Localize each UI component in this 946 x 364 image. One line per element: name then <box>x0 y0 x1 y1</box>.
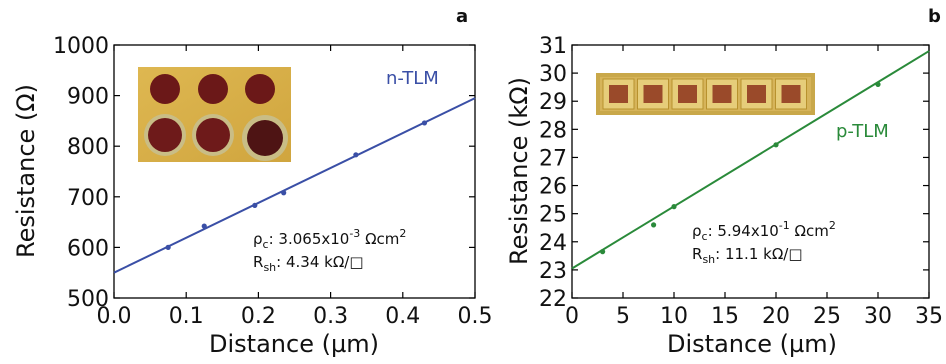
data-point-b <box>671 204 677 210</box>
x-tick-label-b: 10 <box>660 304 688 329</box>
panel-letter-a: a <box>456 6 468 27</box>
data-point-a <box>201 223 207 229</box>
y-tick-label-a: 700 <box>67 186 109 211</box>
data-point-a <box>165 244 171 250</box>
x-tick-label-a: 0.3 <box>313 304 348 329</box>
y-tick-label-b: 23 <box>539 259 567 284</box>
fit-line-a <box>113 97 476 274</box>
y-tick-label-a: 500 <box>67 287 109 312</box>
x-tick-label-a: 0.0 <box>97 304 132 329</box>
y-tick-label-b: 25 <box>539 203 567 228</box>
inset-photo-b <box>596 73 815 115</box>
y-axis-label-a: Resistance (Ω) <box>12 84 40 258</box>
y-tick-label-b: 31 <box>539 34 567 59</box>
x-tick-label-b: 25 <box>813 304 841 329</box>
fit-line-b <box>571 50 930 270</box>
y-tick-label-a: 1000 <box>53 34 109 59</box>
rsh-annotation-b: Rsh: 11.1 kΩ/□ <box>692 245 803 266</box>
inset-photo-a <box>138 67 291 162</box>
y-tick-label-b: 22 <box>539 287 567 312</box>
series-label-a: n-TLM <box>386 68 439 89</box>
panel-a: a 0.0 0.1 0.2 0.3 0.4 0.55006007008009001000 … <box>12 6 493 358</box>
y-axis-label-b: Resistance (kΩ) <box>505 77 533 265</box>
x-tick-label-a: 0.5 <box>458 304 493 329</box>
x-tick-label-b: 35 <box>915 304 943 329</box>
plot-frame-b <box>571 44 930 299</box>
y-tick-label-a: 800 <box>67 135 109 160</box>
rho-annotation-a: ρc: 3.065x10-3 Ωcm2 <box>253 227 406 251</box>
y-tick-label-b: 26 <box>539 175 567 200</box>
x-tick-label-b: 15 <box>711 304 739 329</box>
data-point-a <box>252 202 258 209</box>
plot-frame-a <box>113 44 476 299</box>
x-tick-label-b: 20 <box>762 304 790 329</box>
data-point-b <box>600 249 606 255</box>
x-tick-label-a: 0.1 <box>169 304 204 329</box>
panel-letter-b: b <box>928 6 941 27</box>
data-point-a <box>281 190 287 196</box>
x-tick-label-a: 0.2 <box>241 304 276 329</box>
data-point-b <box>773 142 779 148</box>
x-tick-label-b: 5 <box>616 304 630 329</box>
panel-b: b 0 5 10 15 20 25 30 35 22 23 24 25 26 27 28 29 30 31 Dis… <box>505 6 943 358</box>
data-point-a <box>421 120 428 126</box>
ticks-a: 0.0 0.1 0.2 0.3 0.4 0.5 500 600 700 800 900 1000 <box>53 34 493 329</box>
y-tick-label-b: 24 <box>539 231 567 256</box>
x-tick-label-a: 0.4 <box>385 304 420 329</box>
rho-annotation-b: ρc: 5.94x10-1 Ωcm2 <box>692 219 836 243</box>
series-label-b: p-TLM <box>836 121 889 142</box>
x-tick-label-b: 0 <box>565 304 579 329</box>
y-tick-label-b: 30 <box>539 62 567 87</box>
y-tick-label-b: 27 <box>539 146 567 171</box>
x-axis-label-b: Distance (µm) <box>667 330 837 358</box>
data-point-b <box>875 81 881 87</box>
x-tick-label-b: 30 <box>864 304 892 329</box>
data-point-b <box>651 222 657 228</box>
x-axis-label-a: Distance (µm) <box>209 330 379 358</box>
y-tick-label-b: 28 <box>539 118 567 143</box>
y-tick-label-b: 29 <box>539 90 567 115</box>
y-tick-label-a: 900 <box>67 85 109 110</box>
ticks-b: 0 5 10 15 20 25 30 35 22 23 24 25 26 27 28 29 30 31 <box>539 34 943 329</box>
y-tick-label-a: 600 <box>67 236 109 261</box>
rsh-annotation-a: Rsh: 4.34 kΩ/□ <box>253 253 364 274</box>
data-point-a <box>353 152 359 158</box>
